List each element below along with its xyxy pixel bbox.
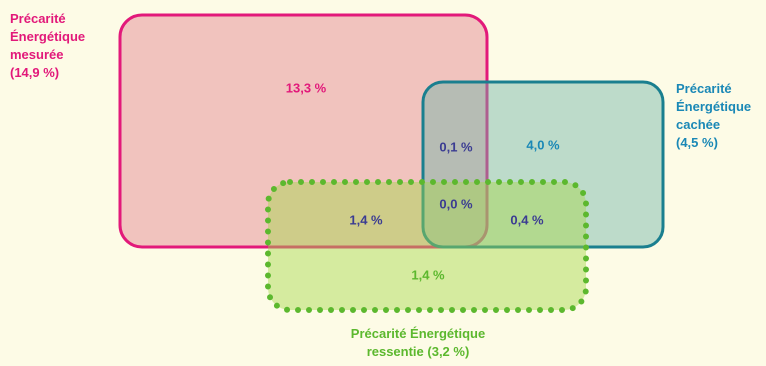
region-cachee-ressentie: 0,4 % [510, 212, 544, 228]
label-cachee: Précarité Énergétique cachée (4,5 %) [676, 80, 751, 152]
region-cachee-only: 4,0 % [526, 137, 560, 153]
set-ressentie-box [265, 179, 589, 313]
label-mesuree-line-3: mesurée [10, 47, 64, 62]
label-mesuree-line-2: Énergétique [10, 29, 86, 44]
label-ressentie: Précarité Énergétique ressentie (3,2 %) [318, 325, 518, 361]
region-all-three: 0,0 % [439, 196, 473, 212]
label-cachee-line-1: Précarité [676, 81, 732, 96]
region-ressentie-only: 1,4 % [411, 267, 445, 283]
set-mesuree-box [118, 13, 489, 249]
label-mesuree: Précarité Énergétique mesurée (14,9 %) [10, 10, 85, 82]
region-mesuree-ressentie: 1,4 % [349, 212, 383, 228]
label-cachee-line-2: Énergétique [676, 99, 752, 114]
label-ressentie-line-2: ressentie (3,2 %) [366, 344, 470, 359]
label-mesuree-line-4: (14,9 %) [10, 65, 60, 80]
label-mesuree-line-1: Précarité [10, 11, 66, 26]
region-mesuree-cachee: 0,1 % [439, 139, 473, 155]
label-cachee-line-4: (4,5 %) [676, 135, 718, 150]
label-ressentie-line-1: Précarité Énergétique [350, 326, 486, 341]
label-cachee-line-3: cachée [676, 117, 721, 132]
region-mesuree-only: 13,3 % [285, 80, 327, 96]
set-cachee-box [421, 80, 665, 249]
